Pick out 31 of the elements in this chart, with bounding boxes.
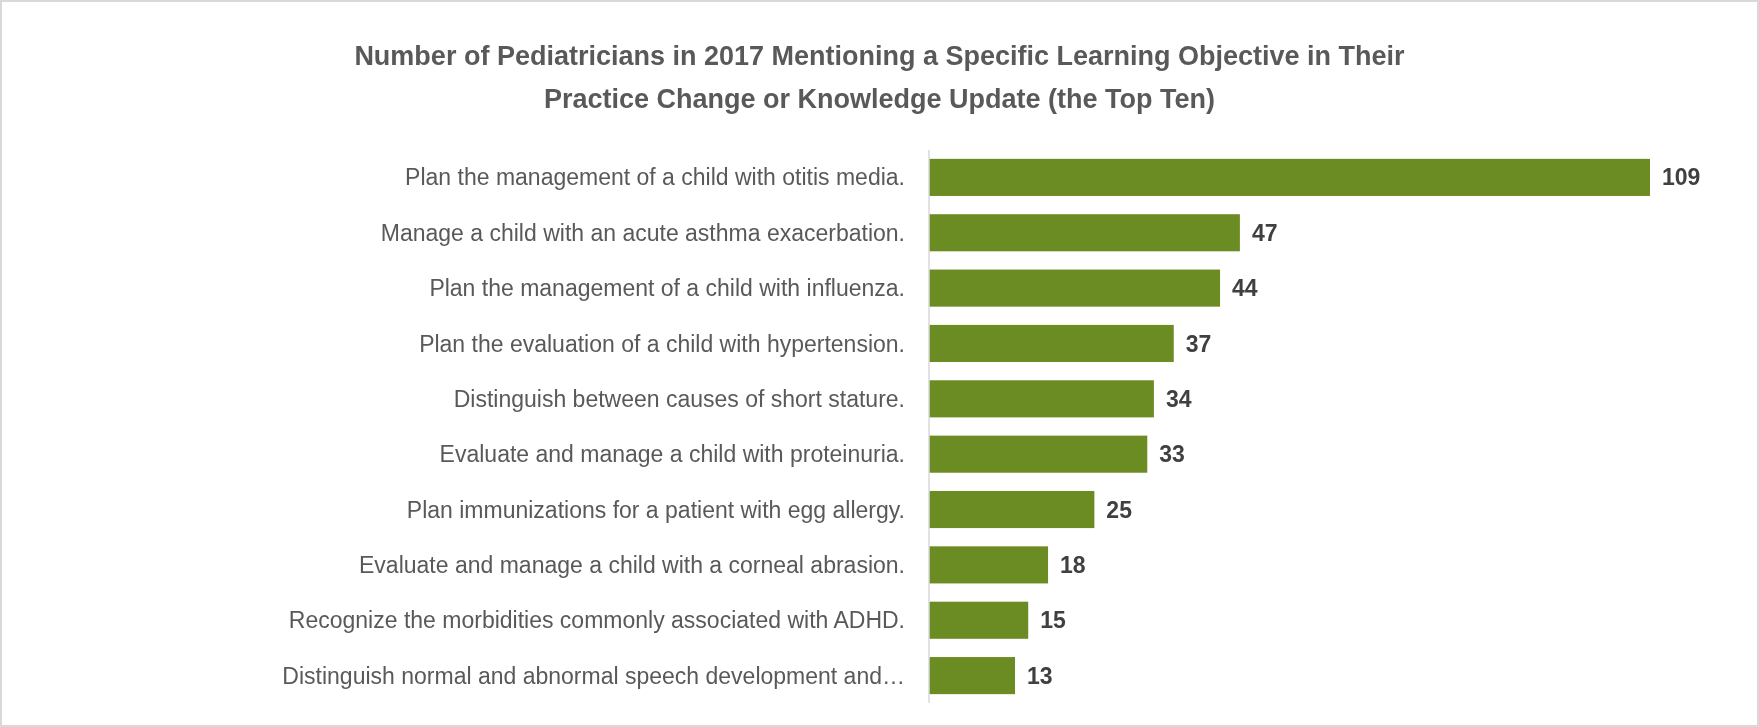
y-tick-label: Distinguish between causes of short stature. xyxy=(453,385,905,412)
data-label: 109 xyxy=(1662,164,1701,191)
bar xyxy=(929,657,1015,695)
y-tick-label: Distinguish normal and abnormal speech development and… xyxy=(282,662,905,689)
bar xyxy=(929,380,1154,418)
data-label: 44 xyxy=(1232,275,1258,302)
bar xyxy=(929,324,1174,363)
bar xyxy=(929,601,1029,639)
bar xyxy=(929,158,1650,196)
chart-title: Number of Pediatricians in 2017 Mentioning a Specific Learning Objective in Their Practice Change or Knowledge Update (the Top Ten) xyxy=(354,41,1406,114)
data-label: 33 xyxy=(1159,441,1185,468)
bar xyxy=(929,214,1240,252)
bar xyxy=(929,269,1221,307)
y-tick-label: Plan immunizations for a patient with egg allergy. xyxy=(406,496,905,523)
bar xyxy=(929,490,1095,529)
y-tick-label: Manage a child with an acute asthma exacerbation. xyxy=(380,219,905,246)
data-label: 25 xyxy=(1106,496,1133,523)
data-label: 37 xyxy=(1185,330,1212,357)
y-tick-label: Evaluate and manage a child with proteinuria. xyxy=(439,441,905,468)
data-label: 13 xyxy=(1026,662,1053,689)
y-tick-label: Recognize the morbidities commonly associated with ADHD. xyxy=(288,607,905,634)
y-tick-label: Plan the management of a child with influenza. xyxy=(429,275,905,302)
bar xyxy=(929,435,1148,473)
y-tick-label: Plan the evaluation of a child with hypertension. xyxy=(419,330,905,357)
data-label: 34 xyxy=(1165,385,1192,412)
y-tick-label: Evaluate and manage a child with a corneal abrasion. xyxy=(359,551,905,578)
data-label: 18 xyxy=(1060,551,1086,578)
y-tick-label: Plan the management of a child with otitis media. xyxy=(405,164,905,191)
data-label: 15 xyxy=(1040,607,1067,634)
bar xyxy=(929,546,1049,584)
data-label: 47 xyxy=(1251,219,1278,246)
